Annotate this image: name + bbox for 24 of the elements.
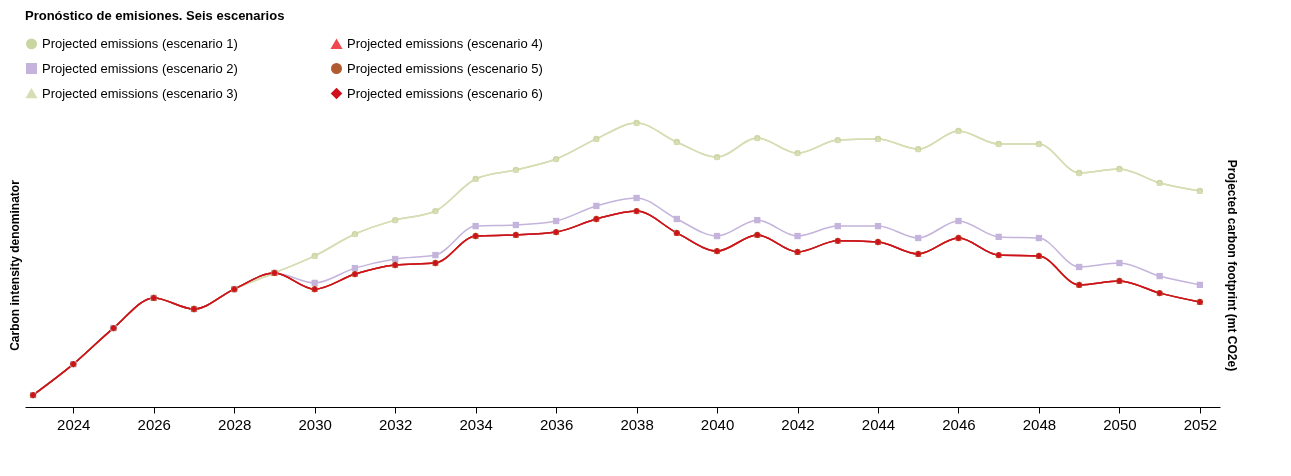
x-tick-label: 2030 bbox=[298, 415, 332, 433]
x-tick-label: 2034 bbox=[459, 415, 493, 433]
legend-label: Projected emissions (escenario 2) bbox=[42, 60, 238, 76]
legend-label: Projected emissions (escenario 6) bbox=[347, 85, 543, 101]
x-tick-label: 2042 bbox=[781, 415, 815, 433]
y2-axis-title: Projected carbon footprint (mt CO2e) bbox=[1224, 159, 1239, 372]
x-tick-label: 2036 bbox=[539, 415, 574, 433]
x-tick-label: 2024 bbox=[57, 415, 91, 433]
x-tick-label: 2050 bbox=[1103, 415, 1137, 433]
legend-label: Projected emissions (escenario 1) bbox=[42, 35, 238, 51]
chart-title: Pronóstico de emisiones. Seis escenarios bbox=[25, 8, 285, 23]
x-tick-label: 2032 bbox=[378, 415, 413, 433]
x-tick-label: 2026 bbox=[137, 415, 171, 433]
x-tick-label: 2028 bbox=[218, 415, 252, 433]
y-axis-title: Carbon intensity denominator bbox=[7, 179, 22, 351]
x-tick-label: 2040 bbox=[700, 415, 735, 433]
x-tick-label: 2052 bbox=[1183, 415, 1218, 433]
legend-label: Projected emissions (escenario 4) bbox=[347, 36, 543, 52]
legend-label: Projected emissions (escenario 3) bbox=[42, 85, 238, 101]
x-tick-label: 2046 bbox=[942, 415, 976, 433]
x-tick-label: 2038 bbox=[620, 415, 654, 433]
x-tick-label: 2044 bbox=[861, 415, 896, 433]
legend-label: Projected emissions (escenario 5) bbox=[347, 60, 543, 76]
x-tick-label: 2048 bbox=[1022, 415, 1057, 433]
